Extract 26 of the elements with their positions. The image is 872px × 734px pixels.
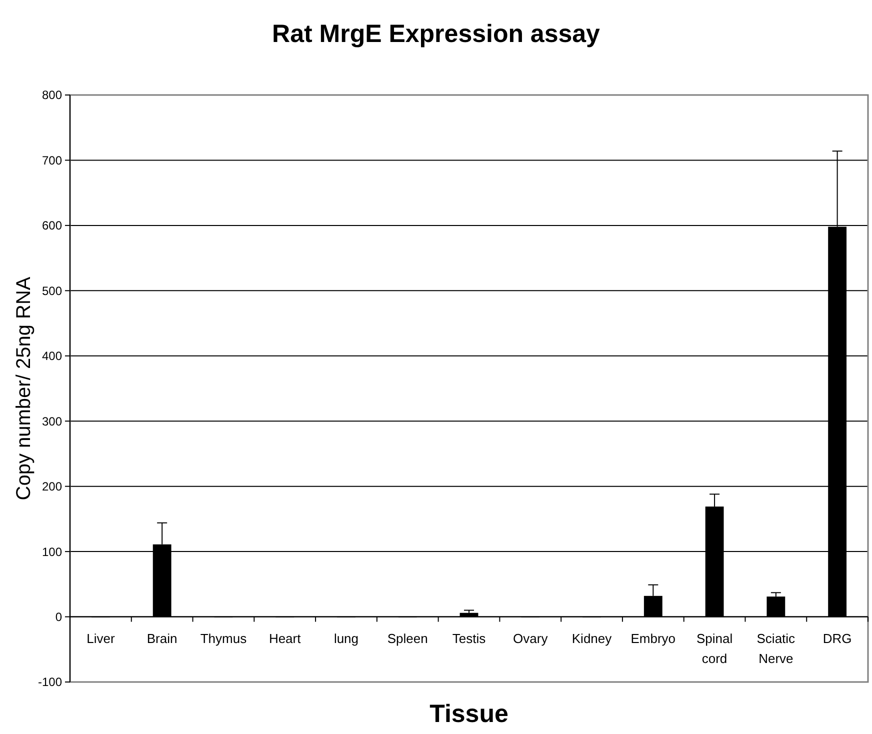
- y-axis-title: Copy number/ 25ng RNA: [13, 276, 35, 500]
- x-tick-label: Embryo: [630, 630, 676, 646]
- x-tick-label: Spinal cord: [696, 630, 733, 666]
- x-tick-label: Brain: [146, 630, 178, 646]
- x-axis-title: Tissue: [430, 700, 508, 728]
- y-tick-label: 300: [42, 414, 62, 428]
- x-tick-label: lung: [334, 630, 359, 646]
- x-tick-label: Spleen: [387, 630, 428, 646]
- x-tick-label: Heart: [268, 630, 302, 646]
- y-tick-label: 400: [42, 349, 62, 364]
- y-tick-label: 600: [42, 218, 62, 233]
- chart-title: Rat MrgE Expression assay: [272, 20, 600, 48]
- x-tick-label: Thymus: [200, 630, 248, 646]
- x-tick-label: Testis: [452, 630, 486, 646]
- y-tick-label: 700: [42, 153, 62, 168]
- x-tick-label: Kidney: [572, 630, 612, 646]
- y-tick-label: 100: [42, 544, 62, 559]
- x-tick-label: Liver: [86, 630, 116, 646]
- y-tick-label: 800: [42, 88, 62, 102]
- y-tick-label: -100: [38, 675, 62, 690]
- x-tick-label: Sciatic Nerve: [756, 630, 796, 666]
- x-tick-label: DRG: [822, 630, 852, 646]
- y-tick-label: 200: [42, 480, 62, 494]
- x-tick-label: Ovary: [513, 630, 548, 646]
- y-tick-label: 500: [42, 284, 62, 298]
- y-tick-label: 0: [55, 610, 62, 624]
